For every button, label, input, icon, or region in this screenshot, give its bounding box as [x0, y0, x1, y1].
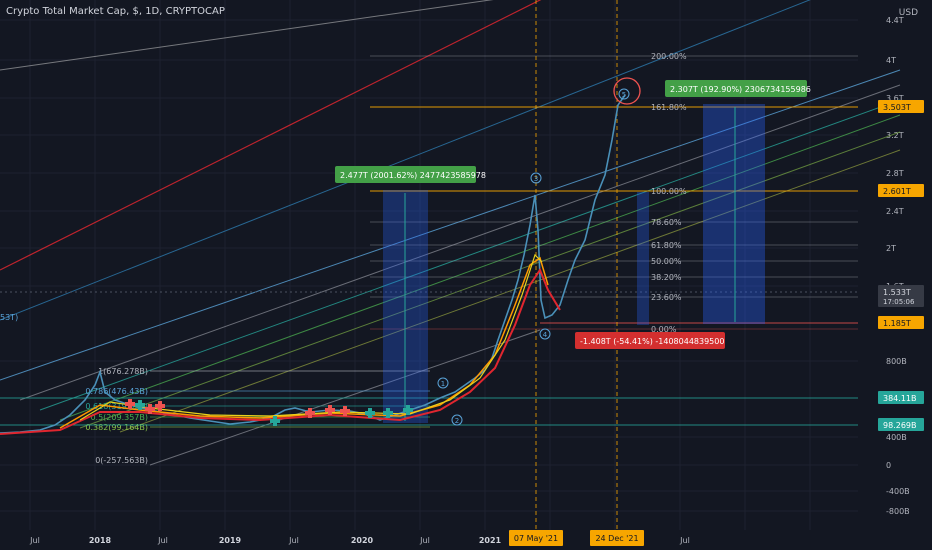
cross-marker-v: [406, 405, 410, 415]
y-tick-label: 2.4T: [886, 207, 904, 216]
x-tick-label: Jul: [157, 536, 168, 545]
cross-marker-v: [128, 399, 132, 409]
cross-marker-v: [273, 416, 277, 426]
fib-right-level-label: 38.20%: [651, 273, 682, 282]
y-tick-label: 800B: [886, 357, 907, 366]
cross-marker-v: [308, 408, 312, 418]
fib-right-level-label: 61.80%: [651, 241, 682, 250]
fib-right-level-label: 78.60%: [651, 218, 682, 227]
trend-channel-line: [0, 0, 811, 321]
price-tag-bg: [878, 391, 924, 404]
trend-channel-line: [59, 114, 901, 421]
measurement-badge: [335, 166, 476, 183]
y-tick-label: 0: [886, 461, 891, 470]
cross-marker-v: [386, 408, 390, 418]
wave-label: 4: [543, 331, 548, 339]
price-tag-bg: [878, 316, 924, 329]
cross-marker-v: [343, 406, 347, 416]
measurement-badge: [665, 80, 807, 97]
top-highlight-circle: [613, 77, 641, 105]
fib-left-level-label: 0.786(476.43B): [85, 387, 148, 396]
price-line: [0, 94, 626, 434]
price-tag-label: 1.185T: [883, 319, 911, 328]
date-highlight-bg: [509, 530, 563, 546]
x-tick-label: 2018: [89, 536, 112, 545]
y-tick-label: -800B: [886, 507, 910, 516]
x-tick-label: Jul: [29, 536, 40, 545]
trend-channel-line: [79, 131, 901, 429]
y-tick-label: 2.8T: [886, 169, 904, 178]
measurement-badge: [575, 332, 725, 349]
price-tag-label: 2.601T: [883, 187, 911, 196]
cross-marker-v: [158, 401, 162, 411]
wave-label-circle: [530, 172, 542, 184]
trend-channel-line: [119, 149, 901, 433]
y-tick-label: 4.4T: [886, 16, 904, 25]
y-tick-label: -400B: [886, 487, 910, 496]
trend-channel-line: [19, 84, 901, 401]
price-tag-label: 98.269B: [883, 421, 916, 430]
fib-left-level-label: 0.382(99.164B): [85, 423, 148, 432]
fib-left-level-label: 0.5(209.357B): [90, 413, 148, 422]
trend-channel-line: [0, 0, 542, 271]
measurement-label: 2.307T (192.90%) 2306734155986: [670, 85, 811, 94]
fib-left-level-label: 0(-257.563B): [95, 456, 148, 465]
fib-right-level-label: 200.00%: [651, 52, 687, 61]
fib-right-level-label: 0.00%: [651, 325, 677, 334]
cross-marker-v: [148, 404, 152, 414]
ma-red-line: [0, 267, 561, 435]
price-tag-bg: [878, 100, 924, 113]
wave-label: 2: [455, 417, 459, 425]
measure-box-2: [637, 192, 649, 325]
fib-right-level-label: 100.00%: [651, 187, 687, 196]
price-tag-bg: [878, 285, 924, 307]
fib-right-level-label: 161.80%: [651, 103, 687, 112]
wave-label-circle: [618, 88, 630, 100]
cross-marker-v: [368, 408, 372, 418]
chart-title: Crypto Total Market Cap, $, 1D, CRYPTOCA…: [6, 6, 225, 17]
price-tag-label: 1.533T: [883, 288, 911, 297]
measurement-label: 2.477T (2001.62%) 2477423585978: [340, 171, 486, 180]
y-tick-label: 4T: [886, 56, 896, 65]
fib-right-level-label: 50.00%: [651, 257, 682, 266]
measurement-label: -1.408T (-54.41%) -1408044839500: [580, 337, 724, 346]
wave-label-circle: [437, 377, 449, 389]
price-tag-bg: [878, 418, 924, 431]
left-edge-label: 53T): [0, 313, 18, 322]
cross-marker-v: [328, 405, 332, 415]
wave-label-circle: [451, 414, 463, 426]
cross-marker-v: [138, 400, 142, 410]
price-tag-sub: 17:05:06: [883, 298, 915, 306]
x-tick-label: 2019: [219, 536, 242, 545]
y-tick-label: 2T: [886, 244, 896, 253]
x-tick-label: Jul: [419, 536, 430, 545]
y-tick-label: 3.6T: [886, 94, 904, 103]
price-tag-label: 384.11B: [883, 394, 916, 403]
date-label-may: 07 May '21: [514, 534, 558, 543]
x-tick-label: Jul: [679, 536, 690, 545]
wave-label-circle: [539, 328, 551, 340]
fib-left-level-label: 1(676.278B): [98, 367, 148, 376]
y-tick-label: 3.2T: [886, 131, 904, 140]
date-highlight-bg: [590, 530, 644, 546]
wave-label: 1: [441, 380, 445, 388]
wave-label: 5: [622, 91, 626, 99]
price-tag-label: 3.503T: [883, 103, 911, 112]
trend-channel-line: [0, 0, 494, 71]
wave-label: 3: [534, 175, 538, 183]
measure-box-3: [703, 104, 765, 324]
y-tick-label: 400B: [886, 433, 907, 442]
x-tick-label: 2020: [351, 536, 374, 545]
fib-right-level-label: 23.60%: [651, 293, 682, 302]
date-label-dec: 24 Dec '21: [595, 534, 638, 543]
x-tick-label: 2021: [479, 536, 502, 545]
trend-channel-line: [39, 99, 901, 411]
currency-label: USD: [898, 8, 918, 18]
trend-channel-line: [0, 69, 901, 381]
x-tick-label: Jul: [288, 536, 299, 545]
price-tag-bg: [878, 184, 924, 197]
